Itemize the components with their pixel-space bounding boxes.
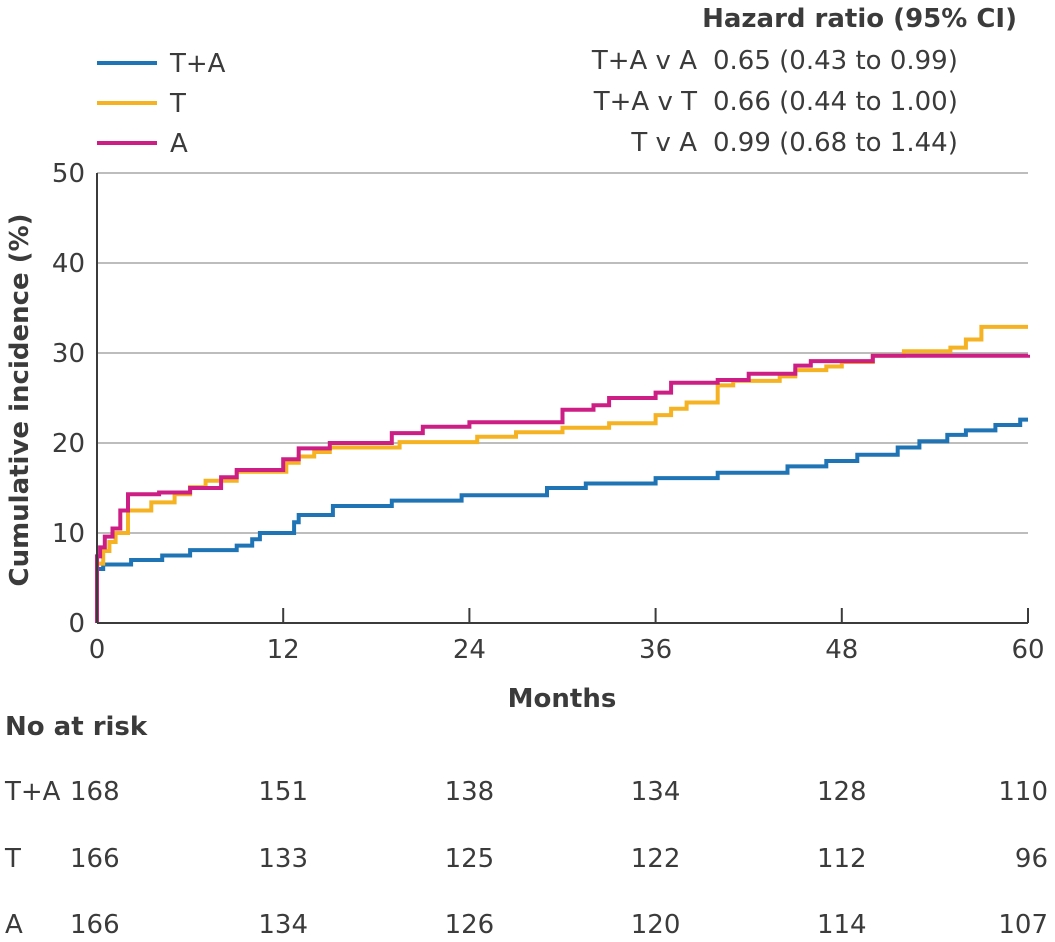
risk-row-label: A	[5, 910, 23, 940]
risk-cell: 166	[70, 844, 120, 874]
series-lines	[95, 324, 1030, 623]
risk-cell: 107	[998, 910, 1048, 940]
legend-label-a: A	[170, 129, 188, 159]
risk-cell: 110	[998, 777, 1048, 807]
risk-cell: 122	[631, 844, 681, 874]
risk-cell: 134	[631, 777, 681, 807]
x-tick-label-24: 24	[453, 635, 486, 665]
axes	[96, 173, 1029, 624]
hazard-ratio-title: Hazard ratio (95% CI)	[702, 4, 1017, 34]
risk-cell: 96	[1015, 844, 1048, 874]
y-tick-label-0: 0	[68, 609, 85, 639]
risk-cell: 128	[817, 777, 867, 807]
hazard-ratio-table: Hazard ratio (95% CI)T+A v A 0.65 (0.43 t…	[591, 4, 1017, 158]
risk-cell: 120	[631, 910, 681, 940]
risk-row-label: T	[4, 844, 21, 874]
hazard-ratio-comparison: T v A	[630, 128, 697, 158]
y-tick-label-10: 10	[52, 519, 85, 549]
y-tick-label-40: 40	[52, 249, 85, 279]
risk-table-title: No at risk	[5, 712, 148, 742]
y-tick-label-50: 50	[52, 159, 85, 189]
x-tick-label-12: 12	[267, 635, 300, 665]
tick-labels: 0 10 20 30 40 50 0 12 24 36 48 60	[52, 159, 1045, 665]
hazard-ratio-value: 0.99 (0.68 to 1.44)	[713, 128, 958, 158]
risk-cell: 133	[258, 844, 308, 874]
x-tick-label-36: 36	[639, 635, 672, 665]
legend: T+A TA	[97, 49, 226, 159]
y-axis-title: Cumulative incidence (%)	[5, 213, 35, 586]
hazard-ratio-value: 0.65 (0.43 to 0.99)	[713, 46, 958, 76]
gridlines	[97, 172, 1028, 534]
risk-table: No at risk T+A 168 151 138 134 128 110 T 166 133 12…	[4, 712, 1048, 940]
risk-cell: 151	[258, 777, 308, 807]
risk-cell: 112	[817, 844, 867, 874]
hazard-ratio-comparison: T+A v T	[593, 87, 697, 117]
hazard-ratio-comparison: T+A v A	[591, 46, 697, 76]
y-tick-label-20: 20	[52, 429, 85, 459]
series-line-a	[95, 353, 1030, 623]
risk-row-label: T+A	[4, 777, 61, 807]
y-tick-label-30: 30	[52, 339, 85, 369]
legend-label-t: T	[169, 89, 186, 119]
risk-cell: 166	[70, 910, 120, 940]
x-tick-label-60: 60	[1011, 635, 1044, 665]
risk-cell: 168	[70, 777, 120, 807]
risk-cell: 114	[817, 910, 867, 940]
legend-label-tplusa: T+A	[169, 49, 226, 79]
risk-cell: 126	[445, 910, 495, 940]
x-tick-label-48: 48	[825, 635, 858, 665]
hazard-ratio-value: 0.66 (0.44 to 1.00)	[713, 87, 958, 117]
risk-cell: 138	[445, 777, 495, 807]
risk-cell: 134	[258, 910, 308, 940]
x-axis-title: Months	[508, 684, 617, 714]
x-tick-label-0: 0	[89, 635, 106, 665]
series-line-tplusa	[95, 417, 1028, 623]
risk-cell: 125	[445, 844, 495, 874]
